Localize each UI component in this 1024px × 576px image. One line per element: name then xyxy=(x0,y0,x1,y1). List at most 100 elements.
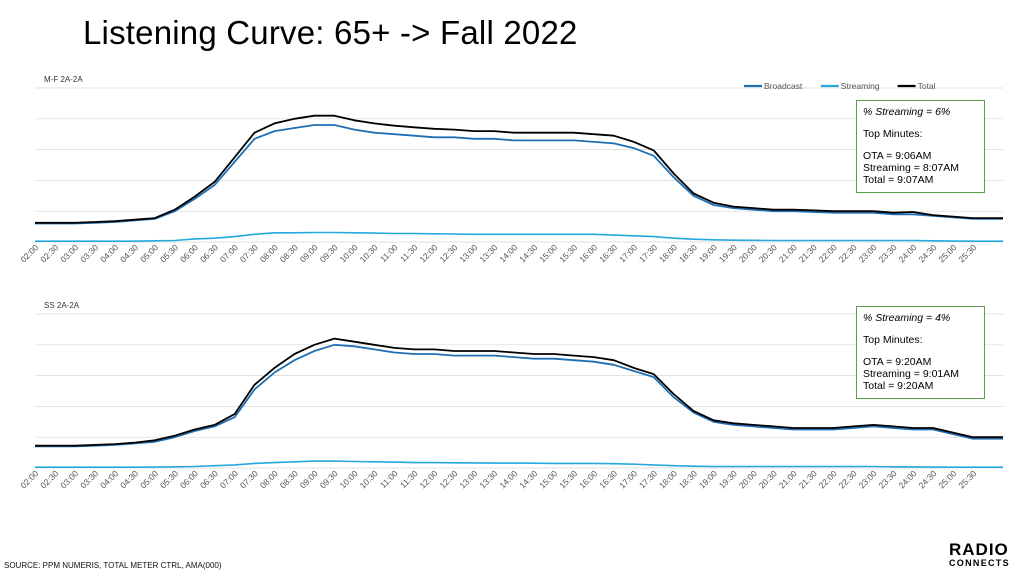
x-tick-label: 07:00 xyxy=(218,468,240,490)
x-tick-label: 12:00 xyxy=(417,468,439,490)
x-tick-label: 17:30 xyxy=(637,242,659,264)
x-tick-label: 06:30 xyxy=(198,468,220,490)
x-tick-label: 10:00 xyxy=(338,242,360,264)
x-tick-label: 14:30 xyxy=(517,468,539,490)
x-tick-label: 09:30 xyxy=(318,468,340,490)
legend-item-streaming: Streaming xyxy=(820,81,880,91)
x-tick-label: 25:30 xyxy=(956,468,978,490)
legend-item-total: Total xyxy=(897,81,936,91)
panel-label: SS 2A-2A xyxy=(44,301,80,310)
info-box-weekend: % Streaming = 4% Top Minutes: OTA = 9:20… xyxy=(856,306,985,399)
x-tick-label: 12:30 xyxy=(437,242,459,264)
x-tick-label: 12:30 xyxy=(437,468,459,490)
x-tick-label: 15:30 xyxy=(557,468,579,490)
x-tick-label: 09:30 xyxy=(318,242,340,264)
x-tick-label: 02:00 xyxy=(18,468,40,490)
x-tick-label: 07:30 xyxy=(238,468,260,490)
legend-label: Broadcast xyxy=(764,81,803,91)
x-tick-label: 12:00 xyxy=(417,242,439,264)
logo-line-2: CONNECTS xyxy=(949,558,1010,568)
x-tick-label: 05:30 xyxy=(158,242,180,264)
panel-label: M-F 2A-2A xyxy=(44,75,83,84)
x-tick-label: 03:30 xyxy=(78,468,100,490)
x-tick-label: 22:30 xyxy=(837,242,859,264)
x-tick-label: 21:30 xyxy=(797,468,819,490)
x-tick-label: 16:30 xyxy=(597,242,619,264)
x-tick-label: 15:00 xyxy=(537,468,559,490)
x-tick-label: 18:00 xyxy=(657,242,679,264)
x-tick-label: 02:30 xyxy=(38,242,60,264)
x-tick-label: 22:00 xyxy=(817,468,839,490)
x-tick-label: 22:00 xyxy=(817,242,839,264)
x-tick-label: 19:30 xyxy=(717,468,739,490)
ota-top-minute: OTA = 9:20AM xyxy=(863,356,932,368)
chart-weekend: SS 2A-2A02:0002:3003:0003:3004:0004:3005… xyxy=(18,301,1003,490)
x-tick-label: 25:00 xyxy=(936,468,958,490)
x-tick-label: 10:30 xyxy=(358,242,380,264)
x-tick-label: 24:00 xyxy=(896,468,918,490)
legend-label: Streaming xyxy=(841,81,880,91)
x-tick-label: 17:00 xyxy=(617,242,639,264)
x-tick-label: 06:00 xyxy=(178,468,200,490)
x-tick-label: 24:00 xyxy=(896,242,918,264)
page-title: Listening Curve: 65+ -> Fall 2022 xyxy=(83,14,578,51)
x-tick-label: 20:00 xyxy=(737,242,759,264)
x-tick-label: 20:30 xyxy=(757,242,779,264)
x-tick-label: 18:30 xyxy=(677,468,699,490)
x-tick-label: 09:00 xyxy=(298,468,320,490)
x-tick-label: 19:00 xyxy=(697,468,719,490)
x-tick-label: 20:00 xyxy=(737,468,759,490)
x-tick-label: 13:00 xyxy=(457,468,479,490)
logo-line-1: RADIO xyxy=(949,540,1009,559)
top-minutes-label: Top Minutes: xyxy=(863,334,923,346)
source-note: SOURCE: PPM NUMERIS, TOTAL METER CTRL, A… xyxy=(4,561,222,570)
x-tick-label: 15:30 xyxy=(557,242,579,264)
series-line-total xyxy=(35,337,1003,447)
legend-label: Total xyxy=(918,81,936,91)
streaming-percent: % Streaming = 4% xyxy=(863,312,951,324)
x-tick-label: 19:00 xyxy=(697,242,719,264)
x-tick-label: 05:00 xyxy=(138,468,160,490)
x-tick-label: 25:00 xyxy=(936,242,958,264)
x-tick-label: 16:30 xyxy=(597,468,619,490)
x-tick-label: 18:00 xyxy=(657,468,679,490)
series-line-total xyxy=(35,114,1003,224)
x-tick-label: 15:00 xyxy=(537,242,559,264)
x-tick-label: 08:00 xyxy=(258,468,280,490)
x-tick-label: 04:30 xyxy=(118,242,140,264)
x-tick-label: 09:00 xyxy=(298,242,320,264)
x-tick-label: 02:30 xyxy=(38,468,60,490)
streaming-top-minute: Streaming = 9:01AM xyxy=(863,368,960,380)
info-box-weekday: % Streaming = 6% Top Minutes: OTA = 9:06… xyxy=(856,100,985,193)
series-line-streaming xyxy=(35,231,1003,242)
x-tick-label: 11:30 xyxy=(398,468,420,490)
x-tick-label: 11:00 xyxy=(378,468,400,490)
streaming-top-minute: Streaming = 8:07AM xyxy=(863,162,960,174)
x-tick-label: 03:30 xyxy=(78,242,100,264)
top-minutes-label: Top Minutes: xyxy=(863,128,923,140)
x-tick-label: 13:30 xyxy=(477,242,499,264)
x-tick-label: 17:00 xyxy=(617,468,639,490)
x-tick-label: 05:30 xyxy=(158,468,180,490)
x-tick-label: 08:30 xyxy=(278,242,300,264)
x-tick-label: 06:30 xyxy=(198,242,220,264)
x-tick-label: 05:00 xyxy=(138,242,160,264)
x-tick-label: 17:30 xyxy=(637,468,659,490)
x-tick-label: 21:00 xyxy=(777,242,799,264)
x-tick-label: 23:30 xyxy=(877,468,899,490)
x-tick-label: 16:00 xyxy=(577,242,599,264)
x-tick-label: 24:30 xyxy=(916,242,938,264)
x-tick-label: 04:00 xyxy=(98,468,120,490)
x-tick-label: 02:00 xyxy=(18,242,40,264)
x-tick-label: 08:00 xyxy=(258,242,280,264)
x-tick-label: 10:30 xyxy=(358,468,380,490)
x-tick-label: 04:00 xyxy=(98,242,120,264)
total-top-minute: Total = 9:20AM xyxy=(863,380,934,392)
x-tick-label: 04:30 xyxy=(118,468,140,490)
x-tick-label: 21:30 xyxy=(797,242,819,264)
x-tick-label: 24:30 xyxy=(916,468,938,490)
streaming-percent: % Streaming = 6% xyxy=(863,106,951,118)
x-tick-label: 03:00 xyxy=(58,468,80,490)
x-tick-label: 23:00 xyxy=(857,468,879,490)
x-tick-label: 14:00 xyxy=(497,468,519,490)
